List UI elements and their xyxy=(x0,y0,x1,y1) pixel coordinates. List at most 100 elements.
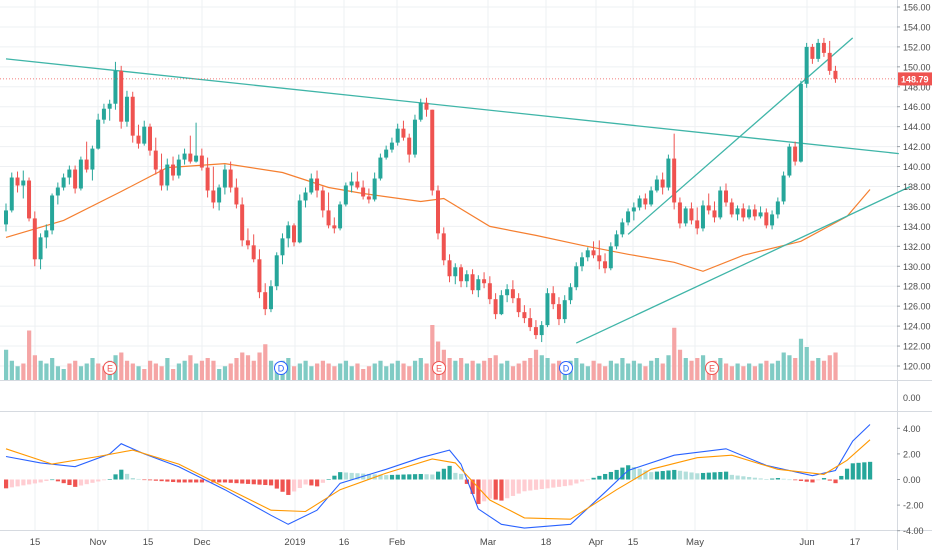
volume-bar xyxy=(349,366,354,380)
event-marker-icon xyxy=(705,361,719,375)
macd-histogram-bar xyxy=(637,468,642,480)
volume-bar xyxy=(735,363,740,380)
candle-body xyxy=(257,259,262,293)
price-tick-label: 138.00 xyxy=(903,182,931,192)
time-tick-label: 15 xyxy=(30,537,41,548)
candle-body xyxy=(78,159,83,189)
volume-bar xyxy=(464,363,469,380)
macd-histogram-bar xyxy=(320,479,325,483)
volume-bar xyxy=(194,363,199,380)
candle-body xyxy=(268,286,273,310)
volume-bar xyxy=(528,358,533,380)
candle-body xyxy=(614,234,619,247)
macd-histogram-bar xyxy=(188,479,193,483)
macd-histogram-bar xyxy=(142,479,147,481)
signal-line xyxy=(5,439,871,520)
candle-body xyxy=(153,150,158,170)
volume-bar xyxy=(551,363,556,380)
macd-histogram-bar xyxy=(153,479,158,481)
volume-bar xyxy=(781,352,786,380)
macd-histogram-bar xyxy=(752,477,757,480)
candle-body xyxy=(130,96,135,136)
volume-bar xyxy=(626,363,631,380)
price-tick-label: 154.00 xyxy=(903,22,931,32)
macd-histogram-bar xyxy=(280,479,285,492)
time-tick-label: 16 xyxy=(339,537,350,548)
candle-body xyxy=(389,142,394,150)
candle-body xyxy=(113,70,118,104)
time-tick-label: Feb xyxy=(389,537,405,548)
macd-histogram-bar xyxy=(597,475,602,480)
price-tick-label: 122.00 xyxy=(903,342,931,352)
price-tick-label: 128.00 xyxy=(903,282,931,292)
volume-bar xyxy=(171,369,176,380)
volume-bar xyxy=(326,363,331,380)
volume-bar xyxy=(695,358,700,380)
macd-histogram-bar xyxy=(775,478,781,480)
price-tick-label: 136.00 xyxy=(903,202,931,212)
macd-histogram-bar xyxy=(724,471,729,480)
candle-body xyxy=(38,237,43,260)
volume-bar xyxy=(631,360,637,380)
volume-bar xyxy=(556,360,562,380)
trendlines[interactable] xyxy=(5,37,911,344)
candle-body xyxy=(21,180,26,186)
macd-histogram-bar xyxy=(770,478,775,480)
volume-bar xyxy=(148,360,153,380)
macd-histogram-bar xyxy=(493,479,498,500)
candle-body xyxy=(44,230,49,238)
volume-bar xyxy=(787,355,792,380)
macd-histogram-bar xyxy=(430,474,435,480)
candle-body xyxy=(326,210,331,226)
volume-bar xyxy=(61,369,66,380)
macd-histogram-bar xyxy=(798,479,804,481)
price-tick-label: 134.00 xyxy=(903,222,931,232)
macd-histogram-bar xyxy=(424,474,429,480)
candle-body xyxy=(758,212,763,217)
price-tick-label: 130.00 xyxy=(903,262,931,272)
candle-body xyxy=(689,208,694,221)
volume-bar xyxy=(343,360,349,380)
candle-body xyxy=(315,178,320,191)
volume-bar xyxy=(199,360,205,380)
candle-body xyxy=(649,190,654,205)
event-marker-label: D xyxy=(278,364,285,374)
volume-tick-label: 0.00 xyxy=(903,393,921,403)
volume-bar xyxy=(136,366,141,380)
candle-body xyxy=(222,169,227,188)
volume-bar xyxy=(401,363,406,380)
event-marker-label: E xyxy=(436,364,442,374)
volume-bar xyxy=(395,360,400,380)
volume-bar xyxy=(677,349,683,380)
macd-tick-label: -2.00 xyxy=(903,501,924,511)
volume-bar xyxy=(764,360,769,380)
volume-bar xyxy=(459,358,464,380)
volume-bar xyxy=(124,360,130,380)
volume-bar xyxy=(188,355,193,380)
macd-histogram-bar xyxy=(856,462,861,480)
macd-histogram-bar xyxy=(551,479,556,488)
candle-body xyxy=(199,155,204,168)
macd-histogram-bar xyxy=(804,479,809,482)
volume-bar xyxy=(758,363,763,380)
candle-body xyxy=(821,42,826,53)
macd-histogram-bar xyxy=(395,474,400,480)
candle-body xyxy=(101,108,106,120)
macd-histogram-bar xyxy=(44,479,49,481)
candle-body xyxy=(804,46,809,84)
macd-histogram-bar xyxy=(568,479,573,486)
macd-histogram-bar xyxy=(222,479,228,483)
macd-histogram-bar xyxy=(107,479,112,480)
candle-body xyxy=(505,289,510,296)
volume-bar xyxy=(580,363,585,380)
candle-body xyxy=(631,207,636,212)
last-price-badge xyxy=(898,72,932,86)
volume-bar xyxy=(309,366,314,380)
candle-body xyxy=(9,177,14,211)
macd-histogram-bar xyxy=(412,474,418,480)
macd-histogram-bar xyxy=(747,477,752,480)
volume-bar xyxy=(240,352,245,380)
macd-histogram-bar xyxy=(758,478,763,480)
